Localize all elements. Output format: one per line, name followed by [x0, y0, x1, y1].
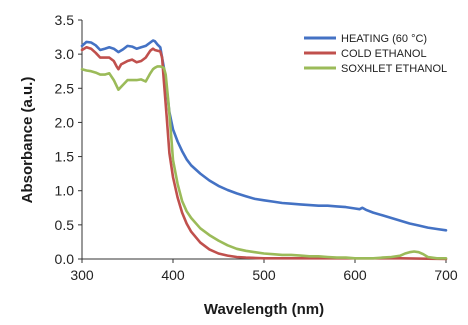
x-tick-label: 500 — [252, 267, 276, 283]
x-tick-labels: 300 400 500 600 700 — [70, 259, 458, 283]
x-tick-label: 400 — [161, 267, 185, 283]
legend-label-0: HEATING (60 °C) — [341, 33, 427, 45]
y-axis-title: Absorbance (a.u.) — [19, 77, 36, 204]
legend-label-1: COLD ETHANOL — [341, 48, 427, 60]
x-tick-label: 300 — [70, 267, 94, 283]
series-line-1 — [80, 46, 448, 261]
legend-label-2: SOXHLET ETHANOL — [341, 63, 447, 75]
y-tick-label: 1.5 — [55, 149, 75, 165]
y-tick-label: 3.0 — [55, 46, 75, 62]
y-tick-label: 2.0 — [55, 114, 75, 130]
series-lines — [80, 39, 448, 261]
y-tick-label: 1.0 — [55, 183, 75, 199]
y-tick-label: 3.5 — [55, 12, 75, 28]
x-tick-label: 700 — [434, 267, 458, 283]
y-tick-label: 0.5 — [55, 217, 75, 233]
x-tick-label: 600 — [343, 267, 367, 283]
series-line-0 — [80, 39, 448, 232]
chart-legend: HEATING (60 °C) COLD ETHANOL SOXHLET ETHAN… — [304, 33, 447, 75]
y-tick-label: 0.0 — [55, 251, 75, 267]
x-axis-title: Wavelength (nm) — [204, 301, 324, 318]
series-line-2 — [80, 65, 448, 260]
y-tick-label: 2.5 — [55, 80, 75, 96]
y-tick-labels: 0.0 0.5 1.0 1.5 2.0 2.5 3.0 3.5 — [55, 12, 82, 267]
